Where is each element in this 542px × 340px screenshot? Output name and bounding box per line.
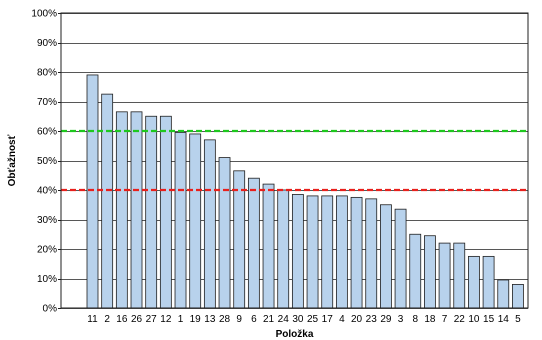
x-tick-label: 25 <box>307 314 319 325</box>
bar <box>409 233 422 309</box>
bar <box>189 133 202 309</box>
y-axis-label: Obťažnosť <box>7 134 18 186</box>
bar <box>145 115 158 309</box>
x-tick-label: 6 <box>251 314 257 325</box>
bar <box>159 115 172 309</box>
bar <box>321 195 334 309</box>
bar <box>130 111 143 309</box>
x-tick-label: 15 <box>483 314 495 325</box>
reference-lines <box>61 129 528 192</box>
x-tick-label: 17 <box>322 314 334 325</box>
x-tick-label: 26 <box>131 314 143 325</box>
x-tick-label: 9 <box>236 314 242 325</box>
bar <box>379 204 392 309</box>
x-tick-label: 11 <box>87 314 98 325</box>
x-tick-label: 16 <box>116 314 128 325</box>
x-tick-label: 3 <box>398 314 404 325</box>
bar <box>453 242 466 309</box>
bar <box>203 139 216 309</box>
bar <box>497 279 510 309</box>
bar <box>277 189 290 309</box>
y-tick-label: 100% <box>31 9 57 20</box>
y-tick-label: 50% <box>37 156 57 167</box>
bar <box>247 177 260 309</box>
bar <box>262 183 275 309</box>
bar <box>438 242 451 309</box>
x-tick-label: 18 <box>424 314 436 325</box>
bar <box>115 111 128 309</box>
x-tick-label: 30 <box>292 314 304 325</box>
y-tick-label: 0% <box>43 304 58 315</box>
bar <box>174 132 187 309</box>
bar <box>218 157 231 309</box>
bar <box>233 170 246 309</box>
bar <box>512 283 524 309</box>
x-tick-label: 22 <box>454 314 466 325</box>
y-tick-label: 60% <box>37 127 57 138</box>
x-tick-label: 12 <box>160 314 172 325</box>
x-tick-label: 8 <box>412 314 418 325</box>
x-axis-label: Položka <box>276 329 314 340</box>
x-tick-label: 1 <box>178 314 184 325</box>
bar <box>468 255 480 309</box>
y-tick-label: 10% <box>37 274 57 285</box>
x-tick-label: 20 <box>351 314 363 325</box>
x-tick-label: 29 <box>380 314 392 325</box>
y-tick-labels: 0% 10% 20% 30% 40% 50% 60% 70% 80% 90% 100% <box>31 9 61 315</box>
x-tick-labels: 11 2 16 26 27 12 1 19 13 28 9 6 21 24 30 25 17 4 20 23 29 3 8 1… <box>87 314 521 325</box>
bar <box>482 255 495 309</box>
x-tick-label: 24 <box>278 314 290 325</box>
x-tick-label: 21 <box>263 314 275 325</box>
x-tick-label: 28 <box>219 314 231 325</box>
x-tick-label: 5 <box>515 314 521 325</box>
bar <box>394 208 407 309</box>
y-tick-label: 90% <box>37 38 57 49</box>
y-tick-label: 30% <box>37 215 57 226</box>
bars <box>86 74 524 309</box>
x-tick-label: 2 <box>104 314 110 325</box>
x-tick-label: 13 <box>204 314 216 325</box>
x-tick-label: 14 <box>498 314 510 325</box>
bar <box>424 235 436 309</box>
bar <box>101 93 114 309</box>
bar <box>291 194 304 309</box>
bar <box>335 195 348 309</box>
x-tick-label: 7 <box>442 314 448 325</box>
y-tick-label: 80% <box>37 68 57 79</box>
bar <box>86 74 99 309</box>
bar <box>365 198 378 309</box>
y-tick-label: 20% <box>37 245 57 256</box>
x-tick-label: 4 <box>339 314 345 325</box>
x-tick-label: 19 <box>190 314 202 325</box>
x-tick-label: 23 <box>366 314 378 325</box>
bar <box>306 195 319 309</box>
bar <box>350 196 363 309</box>
x-tick-label: 10 <box>468 314 480 325</box>
plot-frame <box>60 12 529 309</box>
y-tick-label: 40% <box>37 186 57 197</box>
x-tick-label: 27 <box>146 314 158 325</box>
y-tick-label: 70% <box>37 97 57 108</box>
